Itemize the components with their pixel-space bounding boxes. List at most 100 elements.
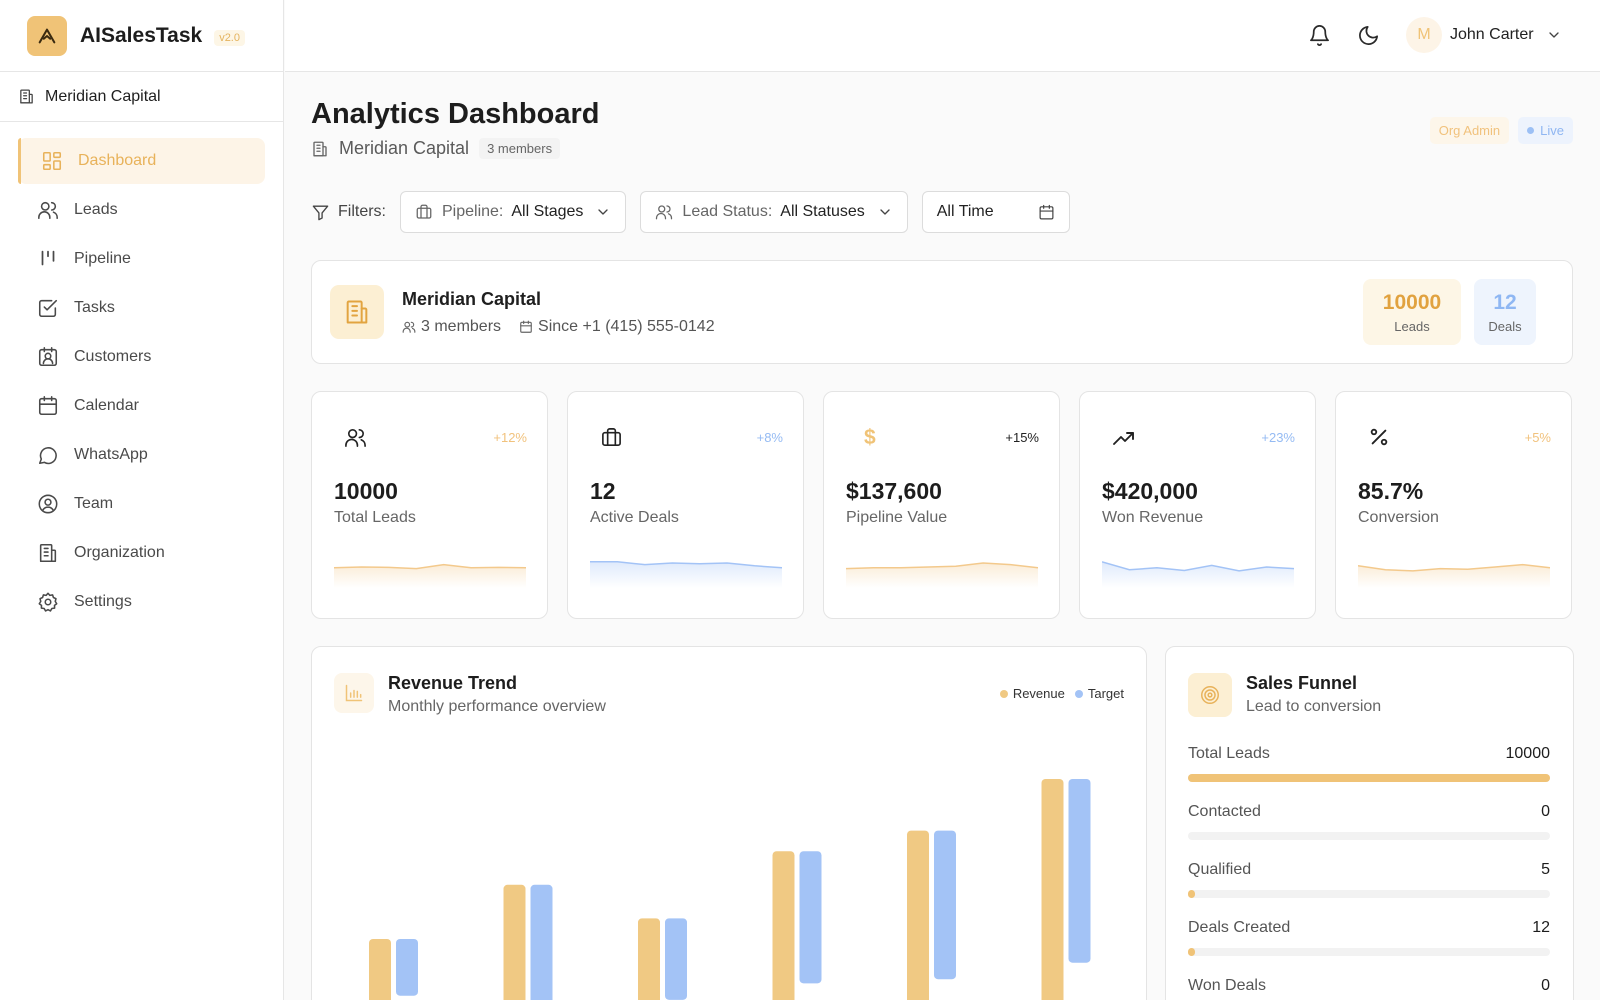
page-subheader: Meridian Capital 3 members — [311, 138, 561, 159]
sidebar-item-whatsapp[interactable]: WhatsApp — [18, 432, 265, 478]
user-name: John Carter — [1450, 26, 1534, 43]
kpi-change: +15% — [1005, 430, 1039, 445]
kpi-change: +12% — [493, 430, 527, 445]
legend-item-revenue[interactable]: Revenue — [999, 686, 1065, 701]
moon-icon[interactable] — [1357, 24, 1380, 47]
funnel-progress-bar — [1188, 890, 1550, 898]
bar-target[interactable] — [799, 851, 822, 984]
funnel-stage-value: 5 — [1541, 861, 1550, 878]
sidebar-item-label: Settings — [74, 593, 132, 610]
bar-target[interactable] — [665, 918, 687, 1000]
kpi-value: 85.7% — [1358, 478, 1424, 504]
filter-icon — [311, 203, 330, 222]
sidebar-item-customers[interactable]: Customers — [18, 334, 265, 380]
funnel-progress-fill — [1188, 890, 1196, 898]
funnel-card-title: Sales Funnel — [1246, 673, 1358, 693]
building-icon — [18, 88, 35, 105]
bar-revenue[interactable] — [503, 884, 526, 1000]
bar-revenue[interactable] — [907, 830, 929, 1000]
team-icon — [37, 493, 59, 515]
customers-icon — [37, 346, 59, 368]
bar-target[interactable] — [530, 884, 553, 1000]
funnel-stage: Total Leads 10000 — [1188, 745, 1550, 782]
sidebar-item-tasks[interactable]: Tasks — [18, 285, 265, 331]
funnel-progress-fill — [1188, 774, 1550, 782]
bar-target[interactable] — [934, 830, 956, 980]
pipeline-filter-value: All Stages — [511, 203, 584, 220]
chart-legend: Revenue Target — [999, 686, 1124, 701]
org-card-members: 3 members — [421, 318, 502, 335]
brand-logo-icon[interactable] — [27, 15, 67, 56]
live-badge: Live — [1518, 117, 1573, 144]
sidebar: AISalesTask v2.0 Meridian Capital Dashbo… — [0, 0, 284, 1000]
funnel-stage-name: Qualified — [1188, 861, 1252, 878]
bar-revenue[interactable] — [772, 851, 795, 1000]
funnel-progress-bar — [1188, 832, 1550, 840]
org-deals-stat: 12 Deals — [1474, 279, 1536, 345]
sidebar-item-team[interactable]: Team — [18, 481, 265, 527]
revenue-card-title: Revenue Trend — [388, 673, 518, 693]
funnel-progress-bar — [1188, 774, 1550, 782]
target-icon — [1188, 673, 1232, 717]
page-title: Analytics Dashboard — [311, 98, 600, 130]
kpi-card-won-revenue: +23% $420,000 Won Revenue — [1079, 391, 1316, 619]
org-deals-label: Deals — [1488, 319, 1522, 334]
chat-icon — [37, 444, 59, 466]
filters-label: Filters: — [311, 203, 386, 222]
live-dot-icon — [1527, 127, 1535, 134]
lead-status-filter-select[interactable]: Lead Status: All Statuses — [640, 191, 908, 233]
dashboard-icon — [41, 150, 63, 172]
date-range-filter[interactable]: All Time — [921, 191, 1070, 233]
kpi-label: Pipeline Value — [846, 509, 948, 526]
legend-item-target[interactable]: Target — [1074, 686, 1124, 701]
kpi-change: +5% — [1524, 430, 1551, 445]
sidebar-item-calendar[interactable]: Calendar — [18, 383, 265, 429]
bar-target[interactable] — [396, 938, 418, 996]
bar-revenue[interactable] — [638, 918, 660, 1000]
sidebar-item-dashboard[interactable]: Dashboard — [18, 138, 265, 184]
members-count-badge: 3 members — [479, 138, 561, 159]
sidebar-item-label: WhatsApp — [74, 446, 148, 463]
sidebar-nav: Dashboard Leads Pipeline Tasks Customers… — [0, 122, 283, 644]
sidebar-item-leads[interactable]: Leads — [18, 187, 265, 233]
building-icon — [330, 285, 384, 339]
main-content: Analytics Dashboard Meridian Capital 3 m… — [285, 72, 1600, 1000]
sparkline-area — [334, 564, 526, 588]
dollar-icon: $ — [864, 426, 876, 449]
sparkline-area — [1102, 561, 1294, 588]
calendar-icon — [519, 320, 533, 334]
sidebar-item-label: Leads — [74, 201, 118, 218]
lead-status-filter-label: Lead Status: — [682, 203, 773, 220]
briefcase-icon — [600, 426, 623, 449]
funnel-stage-name: Total Leads — [1188, 745, 1270, 762]
bar-chart-icon — [334, 673, 374, 713]
sidebar-org-switcher[interactable]: Meridian Capital — [0, 72, 283, 122]
kpi-card-active-deals: +8% 12 Active Deals — [567, 391, 804, 619]
pipeline-filter-select[interactable]: Pipeline: All Stages — [400, 191, 627, 233]
kpi-label: Conversion — [1358, 509, 1439, 526]
revenue-card-subtitle: Monthly performance overview — [388, 698, 606, 715]
pipeline-filter-label: Pipeline: — [442, 203, 504, 220]
bar-target[interactable] — [1068, 779, 1091, 963]
sidebar-item-pipeline[interactable]: Pipeline — [18, 236, 265, 282]
kpi-value: $137,600 — [846, 478, 942, 504]
sidebar-item-label: Organization — [74, 544, 165, 561]
org-card-name: Meridian Capital — [402, 289, 542, 309]
bar-revenue[interactable] — [1041, 779, 1064, 1000]
funnel-stage-value: 0 — [1541, 803, 1550, 820]
date-range-value: All Time — [936, 203, 994, 220]
funnel-progress-fill — [1188, 948, 1196, 956]
bar-revenue[interactable] — [369, 938, 391, 1000]
sidebar-item-label: Pipeline — [74, 250, 131, 267]
org-deals-value: 12 — [1493, 291, 1517, 314]
chevron-down-icon — [1546, 27, 1562, 43]
sparkline-area — [590, 561, 782, 588]
sidebar-item-organization[interactable]: Organization — [18, 530, 265, 576]
kpi-label: Active Deals — [590, 509, 679, 526]
kpi-card-total-leads: +12% 10000 Total Leads — [311, 391, 548, 619]
bell-icon[interactable] — [1308, 24, 1331, 47]
sidebar-item-settings[interactable]: Settings — [18, 579, 265, 625]
user-menu[interactable]: M John Carter — [1406, 17, 1562, 53]
sidebar-org-name: Meridian Capital — [45, 87, 161, 105]
kpi-value: 12 — [590, 478, 616, 504]
